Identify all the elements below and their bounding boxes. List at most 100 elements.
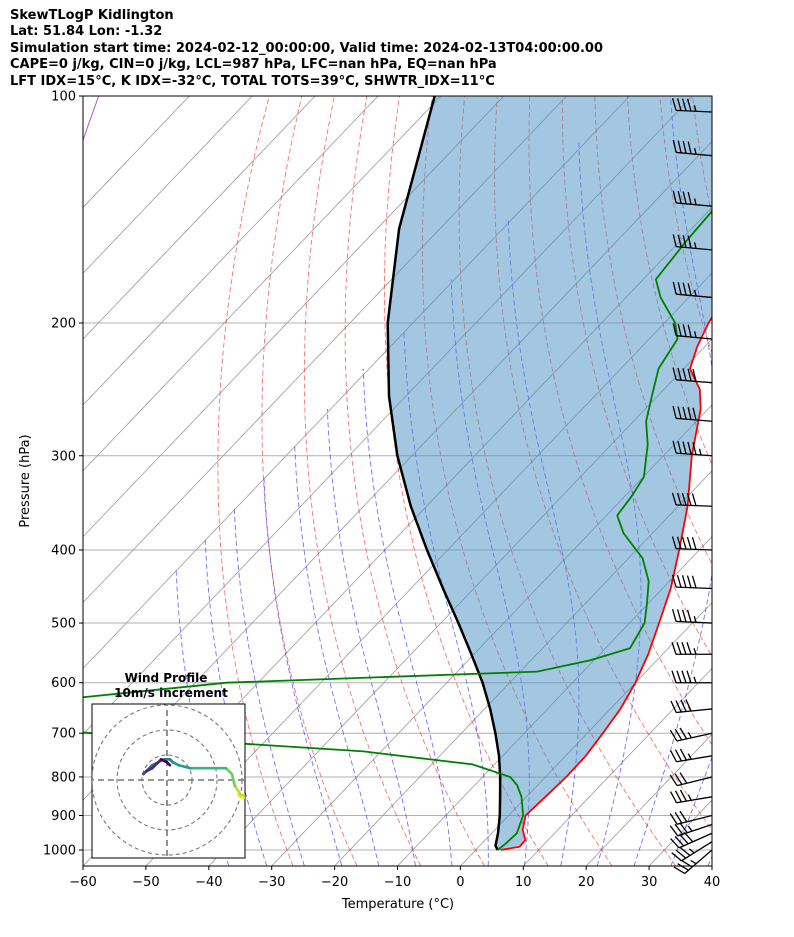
wind-barb-feather [671, 642, 677, 655]
wind-barb-feather [671, 852, 682, 862]
wind-barb-feather [676, 642, 682, 655]
hodograph-trace-segment [239, 793, 245, 798]
wind-barb-staff [681, 841, 713, 862]
moist-adiabat [233, 506, 305, 866]
wind-barb-feather [676, 670, 682, 683]
wind-barb [672, 190, 713, 207]
wind-barb-feather [677, 190, 682, 204]
wind-barb-staff [676, 202, 713, 207]
wind-barb [670, 699, 713, 714]
hodograph-trace-segment [230, 772, 237, 788]
wind-barb-staff [676, 814, 713, 825]
wind-barb [672, 323, 713, 340]
moist-adiabat [263, 476, 343, 866]
wind-barb-staff [676, 776, 713, 787]
hodograph-trace-segment [224, 766, 234, 776]
wind-barb-feather [686, 575, 692, 588]
wind-barb-feather [691, 575, 697, 589]
hodograph: Wind Profile 10m/s increment [91, 671, 246, 859]
isotherm-gridline [775, 96, 794, 866]
wind-barb-staff [677, 823, 713, 837]
wind-barb-feather [679, 772, 688, 784]
wind-barb [672, 139, 713, 157]
wind-barb [669, 789, 713, 804]
wind-barb-feather [679, 834, 689, 845]
cape-cin-fill [387, 96, 712, 850]
wind-barb-half-feather [693, 648, 697, 655]
location-line: Lat: 51.84 Lon: -1.32 [10, 24, 163, 40]
thermo-params-line: CAPE=0 j/kg, CIN=0 j/kg, LCL=987 hPa, LF… [10, 57, 497, 73]
x-tick-label: 30 [641, 875, 658, 890]
wind-barb-half-feather [693, 289, 697, 297]
wind-barb-feather [677, 140, 682, 154]
x-tick-label: −20 [321, 875, 348, 890]
wind-barb-half-feather [688, 848, 695, 854]
y-tick-label: 600 [51, 676, 76, 691]
time-line: Simulation start time: 2024-02-12_00:00:… [10, 40, 603, 56]
wind-barb-feather [681, 670, 687, 683]
wind-barb [671, 536, 713, 551]
y-axis-ticks: 100 200 300 400 500 600 700 800 900 1000 [43, 90, 83, 859]
wind-barb-feather [676, 536, 682, 550]
moist-adiabat [745, 96, 794, 866]
wind-barb-staff [676, 335, 713, 340]
wind-barb-feather [674, 773, 683, 785]
x-tick-label: −40 [195, 875, 222, 890]
wind-barb-staff [676, 109, 713, 113]
wind-barb [671, 574, 713, 590]
moist-adiabat [670, 755, 712, 866]
wind-barb-feather [681, 575, 687, 588]
moist-adiabat [707, 855, 712, 866]
wind-barb-feather [679, 846, 691, 857]
wind-barb-feather [682, 235, 687, 248]
hodograph-subtitle: 10m/s increment [114, 686, 228, 700]
wind-barb-staff [676, 151, 713, 157]
y-tick-label: 300 [51, 449, 76, 464]
wind-barb-feather [669, 729, 678, 742]
x-axis-ticks: −60 −50 −40 −30 −20 −10 0 10 20 30 40 [69, 866, 720, 890]
wind-barb-feather [682, 324, 687, 337]
wind-barb-feather [681, 98, 687, 111]
wind-barb-feather [671, 536, 677, 549]
isotherm-gridline [523, 667, 712, 866]
wind-barb-feather [681, 536, 687, 550]
isotherm-gridline [83, 96, 316, 340]
isotherm-gridline [711, 865, 712, 866]
wind-barb-staff [676, 547, 713, 551]
isotherm-gridline [585, 733, 712, 866]
wind-barb-staff [676, 708, 713, 714]
wind-barb-feather [677, 282, 682, 295]
moist-adiabat [362, 368, 453, 866]
wind-barb-feather [669, 750, 678, 763]
y-tick-label: 500 [51, 617, 76, 632]
dry-adiabat [344, 96, 485, 866]
x-tick-label: −30 [258, 875, 285, 890]
wind-barb-half-feather [693, 104, 697, 112]
wind-barb-feather [687, 283, 692, 296]
wind-barb-feather [682, 406, 687, 420]
wind-barb-staff [676, 755, 713, 763]
hodograph-trace-segment [150, 760, 160, 770]
wind-barb-half-feather [687, 753, 692, 760]
wind-barb-feather [686, 98, 692, 112]
wind-barb-feather [672, 405, 677, 419]
dry-adiabat [303, 96, 422, 866]
x-tick-label: −60 [69, 875, 96, 890]
wind-barb [672, 405, 713, 422]
wind-barb [669, 727, 713, 742]
wind-barb-feather [679, 727, 688, 740]
indices-line: LFT IDX=15°C, K IDX=-32°C, TOTAL TOTS=39… [10, 73, 495, 89]
temperature-line [500, 315, 712, 851]
wind-barb [670, 831, 713, 849]
wind-barb-feather [683, 831, 694, 843]
wind-barb-feather [669, 791, 678, 804]
isotherm-gridline [83, 96, 442, 472]
wind-barb-staff [676, 732, 713, 742]
cin-shading [387, 96, 712, 850]
hodograph-plot [92, 704, 245, 858]
wind-barb [671, 670, 712, 684]
wind-barb-feather [672, 281, 677, 295]
hodograph-frame [91, 703, 246, 859]
wind-barb-feather [669, 774, 678, 787]
parcel-profile-line [386, 96, 502, 851]
